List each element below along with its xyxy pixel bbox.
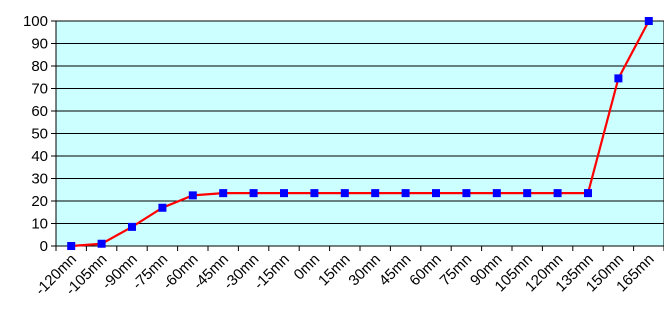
y-tick-label: 20 (31, 193, 48, 210)
x-axis-ticks: -120mn-105mn-90mn-75mn-60mn-45mn-30mn-15… (32, 246, 664, 299)
x-tick-label: 30mn (345, 251, 384, 290)
x-tick-label: 15mn (315, 251, 354, 290)
series-group (67, 17, 653, 250)
y-axis-ticks: 0 10 20 30 40 50 60 70 80 90 100 (23, 13, 56, 255)
data-point (644, 17, 653, 25)
y-tick-label: 40 (31, 148, 48, 165)
x-tick-label: 60mn (406, 251, 445, 290)
data-point (584, 189, 592, 198)
data-point (462, 189, 471, 198)
y-tick-label: 0 (40, 238, 48, 255)
y-tick-label: 80 (31, 58, 48, 75)
data-point (249, 189, 258, 198)
data-point (280, 189, 288, 198)
x-tick-label: 75mn (437, 251, 476, 290)
x-tick-label: -15mn (251, 251, 293, 293)
data-point (310, 189, 319, 198)
data-point (432, 189, 440, 198)
data-point (188, 191, 197, 200)
gridlines (56, 20, 664, 224)
data-point (128, 222, 136, 231)
data-point (401, 189, 410, 198)
data-point (97, 239, 106, 248)
y-tick-label: 10 (31, 216, 48, 233)
data-point (67, 242, 76, 250)
y-tick-label: 100 (23, 13, 48, 30)
y-tick-label: 30 (31, 171, 48, 188)
y-tick-label: 50 (31, 126, 48, 143)
data-point (219, 189, 228, 198)
data-point (371, 189, 380, 198)
data-point (614, 74, 623, 83)
x-tick-label: 45mn (376, 251, 415, 290)
y-tick-label: 70 (31, 81, 48, 98)
data-point (340, 189, 349, 198)
y-tick-label: 60 (31, 103, 48, 120)
y-tick-label: 90 (31, 36, 48, 53)
data-point (158, 203, 167, 212)
data-point (553, 189, 562, 198)
series-line (71, 20, 650, 248)
data-point (523, 189, 532, 198)
data-point (492, 189, 501, 198)
